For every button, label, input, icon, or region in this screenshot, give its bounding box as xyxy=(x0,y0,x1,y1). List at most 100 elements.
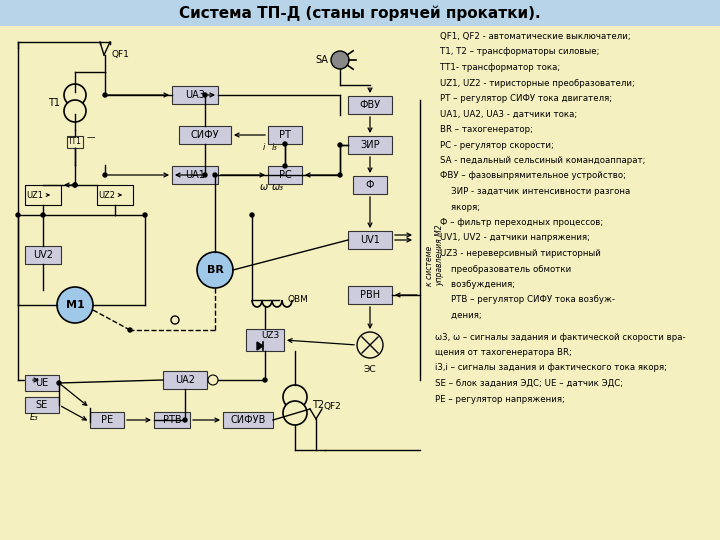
Circle shape xyxy=(171,316,179,324)
Text: РТВ: РТВ xyxy=(163,415,181,425)
Circle shape xyxy=(357,332,383,358)
FancyBboxPatch shape xyxy=(348,96,392,114)
Text: UZ3 - нереверсивный тиристорный: UZ3 - нереверсивный тиристорный xyxy=(440,249,601,258)
Text: UZ1, UZ2 - тиристорные преобразователи;: UZ1, UZ2 - тиристорные преобразователи; xyxy=(440,78,635,87)
Text: ЗИР: ЗИР xyxy=(360,140,380,150)
FancyBboxPatch shape xyxy=(25,375,59,391)
Circle shape xyxy=(73,183,77,187)
Circle shape xyxy=(338,143,342,147)
Text: дения;: дения; xyxy=(440,311,482,320)
Text: UA1, UA2, UA3 - датчики тока;: UA1, UA2, UA3 - датчики тока; xyxy=(440,110,577,118)
Text: i: i xyxy=(263,144,265,152)
Text: ω: ω xyxy=(260,182,268,192)
Text: ФВУ: ФВУ xyxy=(359,100,381,110)
Text: QF1: QF1 xyxy=(112,51,130,59)
FancyBboxPatch shape xyxy=(268,126,302,144)
FancyBboxPatch shape xyxy=(348,136,392,154)
Text: PC: PC xyxy=(279,170,292,180)
Text: UZ1: UZ1 xyxy=(27,191,43,199)
Text: T1, T2 – трансформаторы силовые;: T1, T2 – трансформаторы силовые; xyxy=(440,48,600,57)
FancyBboxPatch shape xyxy=(179,126,231,144)
Text: РВН: РВН xyxy=(360,290,380,300)
Text: TT1- трансформатор тока;: TT1- трансформатор тока; xyxy=(440,63,560,72)
Text: BR: BR xyxy=(207,265,223,275)
Circle shape xyxy=(16,213,20,217)
Circle shape xyxy=(250,213,254,217)
Text: UV1, UV2 - датчики напряжения;: UV1, UV2 - датчики напряжения; xyxy=(440,233,590,242)
Circle shape xyxy=(128,328,132,332)
Text: i3,i – сигналы задания и фактического тока якоря;: i3,i – сигналы задания и фактического то… xyxy=(435,363,667,373)
Circle shape xyxy=(283,164,287,168)
Circle shape xyxy=(103,93,107,97)
Circle shape xyxy=(57,287,93,323)
Text: СИФУВ: СИФУВ xyxy=(230,415,266,425)
Text: ФВУ – фазовыпрямительное устройство;: ФВУ – фазовыпрямительное устройство; xyxy=(440,172,626,180)
Circle shape xyxy=(331,51,349,69)
Text: SE – блок задания ЭДС; UE – датчик ЭДС;: SE – блок задания ЭДС; UE – датчик ЭДС; xyxy=(435,379,623,388)
Circle shape xyxy=(338,173,342,177)
Circle shape xyxy=(203,173,207,177)
Text: РТВ – регулятор СИФУ тока возбуж-: РТВ – регулятор СИФУ тока возбуж- xyxy=(440,295,615,305)
FancyBboxPatch shape xyxy=(25,246,61,264)
Text: QF2: QF2 xyxy=(324,402,342,411)
Text: E₃: E₃ xyxy=(30,413,38,422)
Circle shape xyxy=(64,84,86,106)
Circle shape xyxy=(283,385,307,409)
Text: PT: PT xyxy=(279,130,291,140)
Text: СИФУ: СИФУ xyxy=(191,130,220,140)
FancyBboxPatch shape xyxy=(223,412,273,428)
Circle shape xyxy=(208,375,218,385)
Text: UA2: UA2 xyxy=(175,375,195,385)
Text: T2: T2 xyxy=(312,400,324,410)
FancyBboxPatch shape xyxy=(154,412,190,428)
Text: UA1: UA1 xyxy=(185,170,205,180)
Circle shape xyxy=(103,173,107,177)
Circle shape xyxy=(183,418,187,422)
Text: якоря;: якоря; xyxy=(440,202,480,212)
Text: SA - педальный сельсиный командоаппарат;: SA - педальный сельсиный командоаппарат; xyxy=(440,156,646,165)
Text: UE: UE xyxy=(35,378,49,388)
Text: ОВМ: ОВМ xyxy=(287,295,308,305)
Text: SE: SE xyxy=(36,400,48,410)
FancyBboxPatch shape xyxy=(348,231,392,249)
Text: UZ2: UZ2 xyxy=(99,191,115,199)
Circle shape xyxy=(57,381,61,385)
Text: PE: PE xyxy=(101,415,113,425)
Circle shape xyxy=(73,183,77,187)
Text: к системе
управления М2: к системе управления М2 xyxy=(425,224,444,286)
Circle shape xyxy=(41,213,45,217)
Text: ω3, ω – сигналы задания и фактической скорости вра-: ω3, ω – сигналы задания и фактической ск… xyxy=(435,333,685,341)
Text: преобразователь обмотки: преобразователь обмотки xyxy=(440,265,571,273)
Text: ЗИР - задатчик интенсивности разгона: ЗИР - задатчик интенсивности разгона xyxy=(440,187,630,196)
Text: T1: T1 xyxy=(48,98,60,108)
Circle shape xyxy=(203,93,207,97)
Text: UV2: UV2 xyxy=(33,250,53,260)
Text: UA3: UA3 xyxy=(185,90,205,100)
Text: i₃: i₃ xyxy=(272,144,278,152)
FancyBboxPatch shape xyxy=(353,176,387,194)
Text: M1: M1 xyxy=(66,300,84,310)
Circle shape xyxy=(143,213,147,217)
Text: UZ3: UZ3 xyxy=(261,332,279,341)
FancyBboxPatch shape xyxy=(172,86,218,104)
FancyBboxPatch shape xyxy=(67,136,83,148)
Circle shape xyxy=(197,252,233,288)
FancyBboxPatch shape xyxy=(348,286,392,304)
Text: ω₃: ω₃ xyxy=(272,182,284,192)
Text: Ф – фильтр переходных процессов;: Ф – фильтр переходных процессов; xyxy=(440,218,603,227)
Circle shape xyxy=(213,173,217,177)
Text: PC - регулятор скорости;: PC - регулятор скорости; xyxy=(440,140,554,150)
FancyBboxPatch shape xyxy=(97,185,133,205)
Circle shape xyxy=(64,100,86,122)
Text: —: — xyxy=(87,133,95,142)
Text: QF1, QF2 - автоматические выключатели;: QF1, QF2 - автоматические выключатели; xyxy=(440,32,631,41)
Polygon shape xyxy=(257,342,263,350)
FancyBboxPatch shape xyxy=(163,371,207,389)
Text: Ф: Ф xyxy=(366,180,374,190)
FancyBboxPatch shape xyxy=(0,0,720,26)
FancyBboxPatch shape xyxy=(25,397,59,413)
FancyBboxPatch shape xyxy=(268,166,302,184)
Text: ЭС: ЭС xyxy=(364,365,377,374)
FancyBboxPatch shape xyxy=(90,412,124,428)
Text: BR – тахогенератор;: BR – тахогенератор; xyxy=(440,125,533,134)
